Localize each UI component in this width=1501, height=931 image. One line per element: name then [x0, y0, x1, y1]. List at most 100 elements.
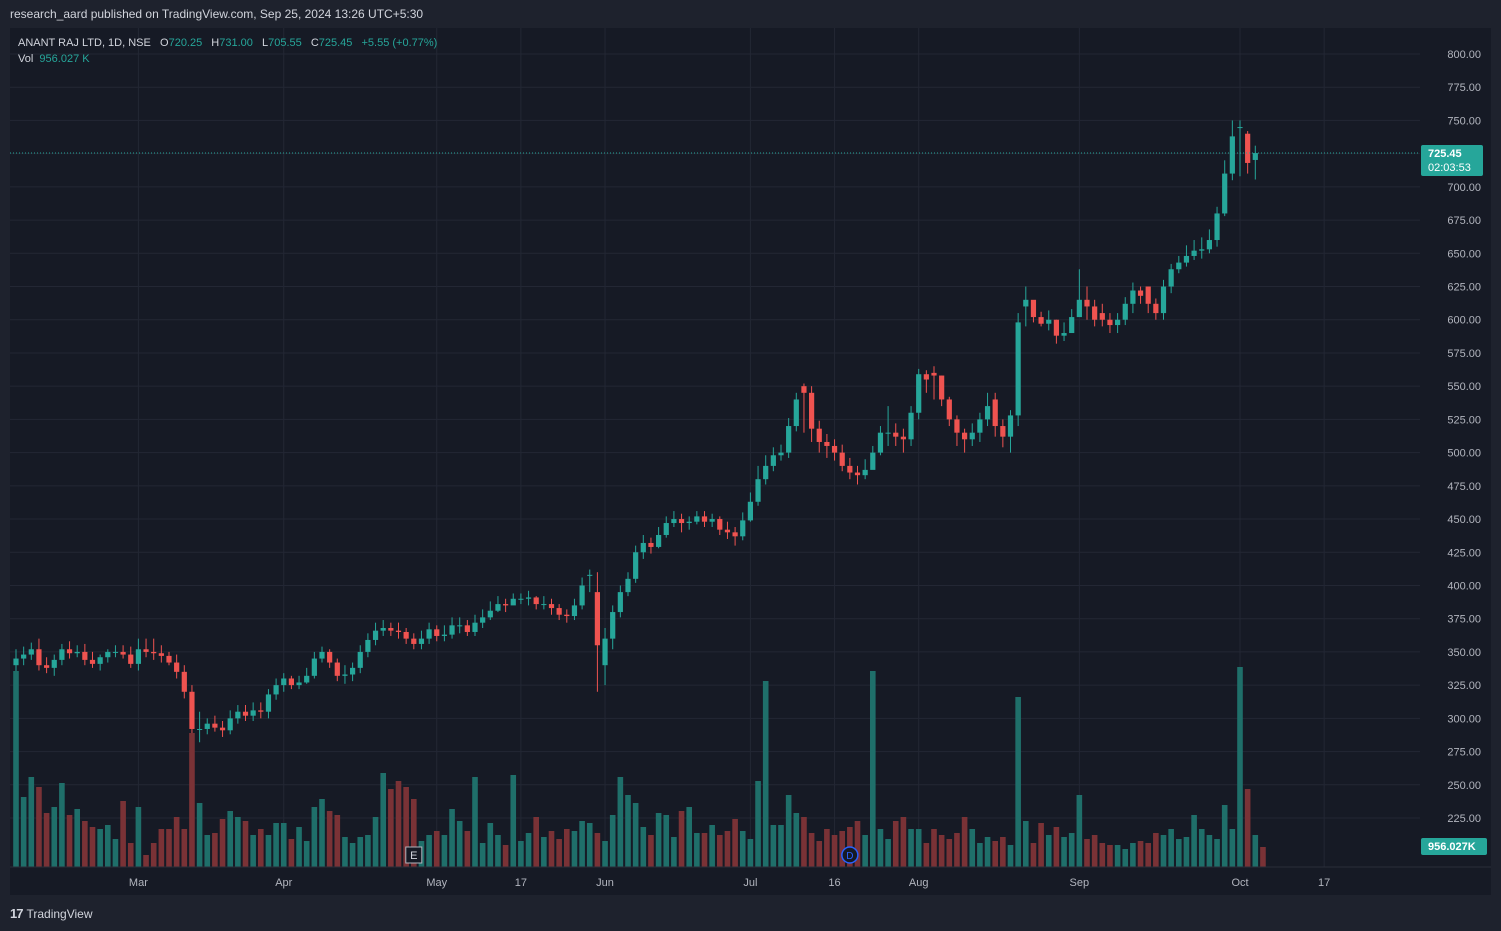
- volume-bar: [686, 807, 692, 867]
- candle-body: [441, 634, 447, 636]
- time-tick-label: May: [426, 877, 447, 889]
- candle-body: [587, 574, 593, 576]
- candle: [1191, 240, 1197, 260]
- candle: [786, 418, 792, 458]
- volume-bar: [127, 843, 134, 867]
- candle-body: [503, 604, 509, 606]
- candle-body: [143, 649, 149, 652]
- candle: [686, 516, 692, 530]
- candle: [1252, 145, 1258, 180]
- candle: [602, 627, 608, 686]
- candle: [678, 513, 685, 533]
- candle-body: [862, 469, 868, 476]
- volume-bar: [1198, 829, 1205, 867]
- candle: [365, 633, 371, 658]
- volume-bar: [235, 817, 241, 867]
- volume-value: 956.027 K: [39, 53, 90, 65]
- candle: [258, 702, 264, 719]
- candle: [548, 598, 555, 615]
- volume-bar: [135, 807, 142, 867]
- candle: [1183, 245, 1190, 267]
- candle-body: [824, 441, 830, 446]
- candle-body: [709, 519, 715, 522]
- high-label: H: [211, 37, 220, 49]
- candle: [464, 620, 470, 636]
- dividend-marker-label: D: [846, 851, 853, 862]
- chart-area[interactable]: 800.00775.00750.00725.00700.00675.00650.…: [10, 28, 1491, 895]
- volume-bar: [732, 819, 738, 867]
- candle: [885, 406, 891, 446]
- candle: [242, 705, 249, 722]
- candle-body: [839, 452, 845, 466]
- volume-bar: [464, 831, 471, 867]
- candle: [870, 445, 876, 470]
- candle-body: [747, 501, 753, 521]
- candle-body: [28, 649, 34, 655]
- dividend-marker[interactable]: [841, 846, 859, 864]
- candle: [495, 596, 501, 613]
- candle-body: [13, 658, 19, 666]
- volume-bar: [839, 831, 845, 867]
- candle: [197, 711, 203, 743]
- candle: [984, 392, 991, 427]
- time-tick-label: Apr: [275, 877, 292, 889]
- candle-body: [1183, 255, 1190, 263]
- candle-body: [281, 678, 287, 686]
- candle: [74, 645, 80, 658]
- candle: [701, 511, 708, 528]
- price-tick-label: 650.00: [1447, 248, 1481, 260]
- candle: [1084, 286, 1090, 320]
- candle: [533, 596, 539, 610]
- candle-body: [571, 605, 578, 617]
- candle-body: [242, 711, 249, 716]
- candle: [900, 428, 906, 453]
- earnings-marker[interactable]: [405, 846, 423, 864]
- price-chart[interactable]: 800.00775.00750.00725.00700.00675.00650.…: [10, 28, 1491, 895]
- candle-body: [212, 723, 218, 728]
- candle-body: [510, 598, 516, 606]
- chart-legend: ANANT RAJ LTD, 1D, NSE O720.25 H731.00 L…: [18, 35, 443, 67]
- volume-bar: [854, 821, 861, 867]
- candle: [1229, 120, 1235, 181]
- candle-body: [265, 694, 272, 712]
- candle-body: [732, 532, 738, 537]
- candle: [1153, 298, 1159, 320]
- volume-bar: [1206, 835, 1213, 867]
- volume-bar: [938, 835, 945, 867]
- candle-body: [1222, 173, 1228, 214]
- volume-bar: [739, 831, 746, 867]
- candle-body: [809, 392, 815, 429]
- volume-bar: [915, 829, 922, 867]
- candle-body: [166, 655, 172, 663]
- price-tick-label: 475.00: [1447, 481, 1481, 493]
- candle: [847, 457, 853, 480]
- volume-bar: [441, 835, 448, 867]
- candle-body: [319, 651, 325, 659]
- candle: [327, 649, 333, 668]
- volume-bar: [449, 809, 455, 867]
- volume-bar: [303, 841, 310, 867]
- volume-bar: [403, 787, 409, 867]
- candle-body: [633, 552, 639, 579]
- volume-bar: [625, 795, 631, 867]
- candle-body: [304, 675, 310, 683]
- candle-body: [449, 625, 455, 635]
- volume-bar: [586, 823, 593, 867]
- tradingview-logo[interactable]: 17 TradingView: [10, 906, 93, 921]
- candle-body: [357, 651, 363, 668]
- volume-bar: [602, 841, 608, 867]
- price-tick-label: 675.00: [1447, 215, 1481, 227]
- price-tick-label: 700.00: [1447, 182, 1481, 194]
- volume-bar: [1084, 839, 1090, 867]
- volume-bar: [150, 843, 157, 867]
- candle: [663, 516, 669, 538]
- candle-body: [617, 592, 623, 613]
- volume-bar: [724, 831, 731, 867]
- volume-bar: [717, 835, 723, 867]
- candle-body: [480, 617, 486, 623]
- candle-body: [1115, 319, 1121, 326]
- volume-bar: [877, 829, 884, 867]
- candle: [763, 455, 769, 485]
- volume-bar: [334, 815, 341, 867]
- price-tick-label: 250.00: [1447, 780, 1481, 792]
